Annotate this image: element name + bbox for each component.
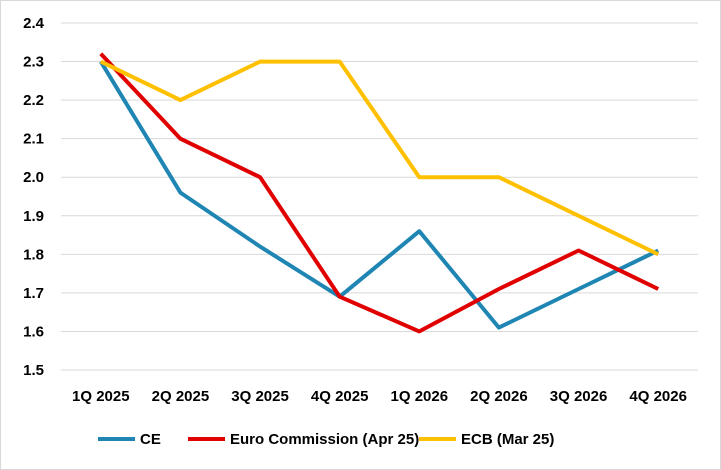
x-tick-label: 1Q 2026 bbox=[391, 388, 449, 405]
series-1-point bbox=[178, 137, 182, 141]
series-1-point bbox=[497, 287, 501, 291]
y-tick-label: 2.2 bbox=[23, 92, 44, 109]
legend-label: CE bbox=[140, 431, 161, 448]
series-2-point bbox=[178, 98, 182, 102]
series-0-point bbox=[577, 287, 581, 291]
y-tick-label: 1.5 bbox=[23, 362, 44, 379]
series-1-point bbox=[577, 248, 581, 252]
x-tick-label: 4Q 2026 bbox=[629, 388, 687, 405]
x-axis-ticks: 1Q 2025 2Q 2025 3Q 2025 4Q 2025 1Q 2026 2Q 20… bbox=[72, 388, 687, 405]
series-0-point bbox=[178, 191, 182, 195]
y-tick-label: 2.3 bbox=[23, 54, 44, 71]
series-1-point bbox=[258, 175, 262, 179]
series-line-0 bbox=[99, 60, 660, 330]
series-0-point bbox=[417, 229, 421, 233]
series-0-point bbox=[497, 326, 501, 330]
y-tick-label: 1.6 bbox=[23, 323, 44, 340]
series-2-point bbox=[338, 60, 342, 64]
y-tick-label: 2.1 bbox=[23, 131, 44, 148]
series-2-point bbox=[577, 214, 581, 218]
y-tick-label: 2.4 bbox=[23, 15, 45, 32]
gridlines bbox=[61, 22, 698, 371]
x-tick-label: 3Q 2026 bbox=[550, 388, 608, 405]
x-tick-label: 3Q 2025 bbox=[231, 388, 289, 405]
series-1-point bbox=[417, 329, 421, 333]
y-tick-label: 2.0 bbox=[23, 169, 44, 186]
series-2-point bbox=[99, 60, 103, 64]
y-tick-label: 1.8 bbox=[23, 246, 44, 263]
series-1-point bbox=[656, 287, 660, 291]
series-2-point bbox=[656, 252, 660, 256]
series-0-point bbox=[258, 245, 262, 249]
x-tick-label: 2Q 2025 bbox=[152, 388, 210, 405]
series-2-point bbox=[258, 60, 262, 64]
legend-label: ECB (Mar 25) bbox=[461, 431, 554, 448]
y-axis-ticks: 1.5 1.6 1.7 1.8 1.9 2.0 2.1 2.2 2.3 2.4 bbox=[23, 15, 45, 379]
series-1-point bbox=[338, 295, 342, 299]
y-tick-label: 1.9 bbox=[23, 208, 44, 225]
series-1-point bbox=[99, 52, 103, 56]
series-2-point bbox=[417, 175, 421, 179]
series-lines bbox=[99, 52, 660, 334]
series-line-1 bbox=[99, 52, 660, 334]
legend: CE Euro Commission (Apr 25) ECB (Mar 25) bbox=[98, 431, 554, 448]
y-tick-label: 1.7 bbox=[23, 285, 44, 302]
series-2-point bbox=[497, 175, 501, 179]
x-tick-label: 4Q 2025 bbox=[311, 388, 369, 405]
legend-label: Euro Commission (Apr 25) bbox=[230, 431, 419, 448]
x-tick-label: 2Q 2026 bbox=[470, 388, 528, 405]
x-tick-label: 1Q 2025 bbox=[72, 388, 130, 405]
series-line-2 bbox=[99, 59, 660, 257]
